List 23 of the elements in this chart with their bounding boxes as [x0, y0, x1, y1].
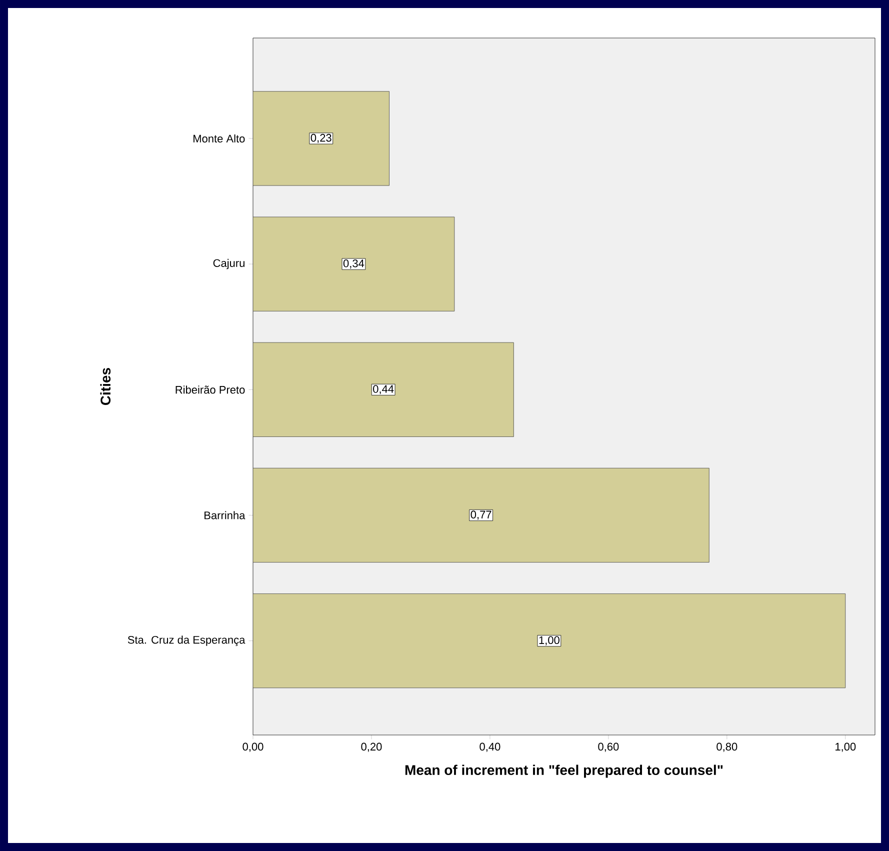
- y-tick-label: Ribeirão Preto: [176, 386, 245, 394]
- x-tick-label: 0,20: [361, 742, 382, 752]
- x-tick-label: 0,80: [716, 742, 738, 752]
- data-label: 0,44: [373, 385, 394, 394]
- y-tick-label: Barrinha: [204, 511, 246, 520]
- x-tick-label: 1,00: [836, 742, 856, 752]
- bar: [253, 91, 390, 186]
- x-tick-label: 0,40: [480, 742, 500, 752]
- x-tick-label: 0,60: [598, 742, 619, 752]
- bar: [253, 216, 455, 312]
- data-label: 0,77: [470, 510, 492, 520]
- bar: [253, 342, 514, 437]
- bar: [253, 594, 846, 688]
- x-axis-title: Mean of increment in "feel prepared to counsel": [405, 764, 723, 778]
- data-label: 1,00: [539, 636, 560, 646]
- x-tick-label: 0,00: [242, 742, 264, 752]
- data-label: 0,34: [343, 260, 364, 269]
- data-label: 0,23: [310, 134, 332, 144]
- y-tick-label: Cajuru: [213, 258, 244, 270]
- bar: [253, 468, 710, 563]
- y-tick-label: Sta. Cruz da Esperança: [128, 636, 246, 646]
- y-tick-label: Monte Alto: [194, 134, 245, 143]
- y-axis-title: Cities: [100, 368, 111, 405]
